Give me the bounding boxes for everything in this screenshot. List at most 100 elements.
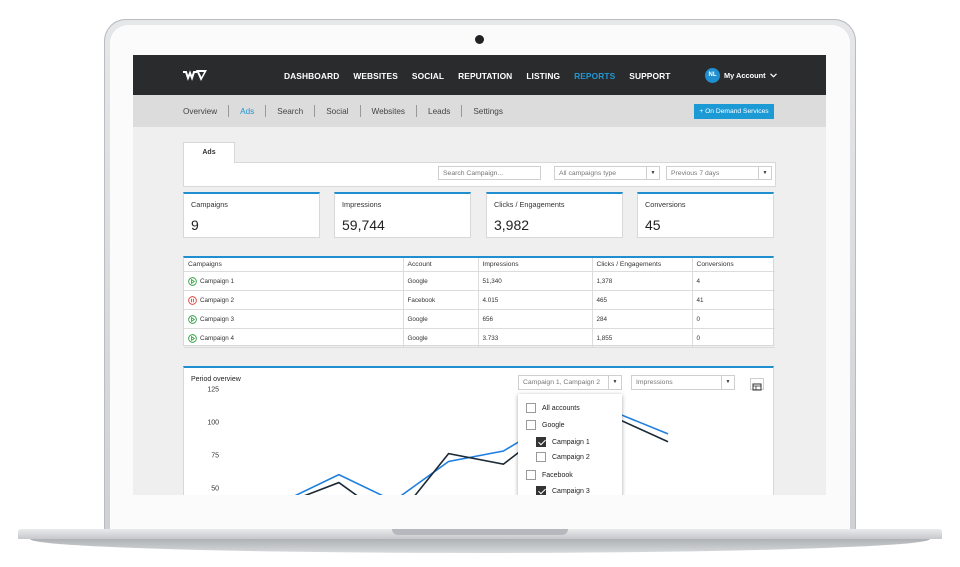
impressions-cell: 3.733 — [478, 328, 593, 348]
table-row[interactable]: Campaign 1 Google 51,340 1,378 4 — [184, 271, 775, 291]
kpi-card-conversions[interactable]: Conversions 45 — [637, 192, 774, 238]
subnav-item-social[interactable]: Social — [326, 106, 349, 116]
checkbox-checked[interactable] — [536, 437, 546, 447]
column-header-clicks[interactable]: Clicks / Engagements — [592, 258, 693, 272]
campaign-dropdown-panel: All accounts Google Campaign 1 Campaign … — [518, 394, 622, 495]
tab-ads[interactable]: Ads — [183, 142, 235, 163]
clicks-cell: 284 — [592, 309, 693, 329]
brand-logo-icon[interactable] — [183, 68, 207, 82]
campaign-name[interactable]: Campaign 3 — [200, 315, 234, 323]
pause-status-icon[interactable] — [188, 295, 197, 305]
account-cell: Google — [403, 271, 479, 291]
impressions-cell: 51,340 — [478, 271, 593, 291]
table-grid-icon — [752, 383, 762, 391]
caret-down-icon: ▼ — [721, 376, 734, 389]
table-row[interactable]: Campaign 2 Facebook 4.015 465 41 — [184, 290, 775, 310]
date-range-select[interactable]: Previous 7 days ▼ — [666, 166, 772, 180]
kpi-value: 45 — [645, 217, 661, 233]
play-status-icon[interactable] — [188, 333, 197, 343]
subnav-divider — [416, 105, 418, 117]
kpi-card-clicks[interactable]: Clicks / Engagements 3,982 — [486, 192, 623, 238]
checkbox[interactable] — [536, 452, 546, 462]
kpi-label: Conversions — [645, 200, 686, 209]
export-icon[interactable] — [750, 378, 764, 391]
nav-item-dashboard[interactable]: DASHBOARD — [284, 71, 340, 81]
kpi-card-campaigns[interactable]: Campaigns 9 — [183, 192, 320, 238]
dropdown-option-campaign-3[interactable]: Campaign 3 — [536, 485, 590, 495]
y-tick-label: 100 — [207, 420, 219, 427]
account-menu[interactable]: NL My Account — [705, 67, 777, 83]
subnav-divider — [314, 105, 316, 117]
subnav-item-overview[interactable]: Overview — [183, 106, 218, 116]
nav-item-websites[interactable]: WEBSITES — [353, 71, 398, 81]
kpi-card-impressions[interactable]: Impressions 59,744 — [334, 192, 471, 238]
search-campaign-input[interactable] — [438, 166, 541, 180]
dropdown-option-all-accounts[interactable]: All accounts — [526, 402, 580, 414]
campaign-type-value: All campaigns type — [559, 170, 617, 177]
caret-down-icon: ▼ — [646, 167, 659, 179]
checkbox[interactable] — [526, 403, 536, 413]
nav-item-reports[interactable]: REPORTS — [574, 71, 616, 81]
subnav-item-websites[interactable]: Websites — [371, 106, 406, 116]
nav-item-reputation[interactable]: REPUTATION — [458, 71, 513, 81]
table-row[interactable]: Campaign 4 Google 3.733 1,855 0 — [184, 328, 775, 348]
nav-item-listing[interactable]: LISTING — [526, 71, 561, 81]
dropdown-option-google[interactable]: Google — [526, 419, 565, 431]
table-header-row: Campaigns Account Impressions Clicks / E… — [184, 258, 775, 272]
checkbox[interactable] — [526, 470, 536, 480]
campaign-name[interactable]: Campaign 2 — [200, 296, 234, 304]
nav-item-support[interactable]: SUPPORT — [629, 71, 671, 81]
date-range-value: Previous 7 days — [671, 170, 720, 177]
subnav-item-leads[interactable]: Leads — [428, 106, 451, 116]
main-nav: DASHBOARD WEBSITES SOCIAL REPUTATION LIS… — [284, 55, 684, 95]
kpi-value: 59,744 — [342, 217, 385, 233]
y-tick-label: 50 — [211, 485, 219, 492]
column-header-conversions[interactable]: Conversions — [692, 258, 775, 272]
on-demand-services-button[interactable]: + On Demand Services — [694, 104, 774, 119]
nav-item-social[interactable]: SOCIAL — [411, 71, 445, 81]
play-status-icon[interactable] — [188, 314, 197, 324]
checkbox[interactable] — [526, 420, 536, 430]
column-header-impressions[interactable]: Impressions — [478, 258, 593, 272]
subnav-divider — [359, 105, 361, 117]
impressions-cell: 4.015 — [478, 290, 593, 310]
kpi-label: Campaigns — [191, 200, 228, 209]
metric-select[interactable]: Impressions ▼ — [631, 375, 735, 390]
account-cell: Google — [403, 328, 479, 348]
option-label: Google — [542, 421, 565, 429]
dropdown-option-facebook[interactable]: Facebook — [526, 469, 573, 481]
subnav-divider — [228, 105, 230, 117]
filter-bar: All campaigns type ▼ Previous 7 days ▼ — [183, 162, 776, 187]
account-cell: Facebook — [403, 290, 479, 310]
avatar: NL — [705, 67, 720, 83]
metric-select-value: Impressions — [636, 379, 673, 386]
campaign-multi-select[interactable]: Campaign 1, Campaign 2 ▼ — [518, 375, 622, 390]
play-status-icon[interactable] — [188, 276, 197, 286]
campaign-type-select[interactable]: All campaigns type ▼ — [554, 166, 660, 180]
subnav-item-search[interactable]: Search — [277, 106, 304, 116]
kpi-value: 3,982 — [494, 217, 530, 233]
subnav-item-ads[interactable]: Ads — [240, 106, 255, 116]
kpi-label: Clicks / Engagements — [494, 200, 565, 209]
column-header-account[interactable]: Account — [403, 258, 479, 272]
dropdown-option-campaign-2[interactable]: Campaign 2 — [536, 451, 590, 463]
campaign-cell: Campaign 4 — [184, 328, 404, 348]
dropdown-option-campaign-1[interactable]: Campaign 1 — [536, 436, 590, 448]
column-header-campaigns[interactable]: Campaigns — [184, 258, 404, 272]
chevron-down-icon — [769, 72, 777, 78]
option-label: Facebook — [542, 471, 573, 479]
campaign-name[interactable]: Campaign 1 — [200, 277, 234, 285]
period-overview-panel: 125 100 75 50 Period overview Campaign 1, C… — [183, 366, 774, 495]
clicks-cell: 1,855 — [592, 328, 693, 348]
subnav-item-settings[interactable]: Settings — [473, 106, 503, 116]
impressions-cell: 656 — [478, 309, 593, 329]
checkbox-checked[interactable] — [536, 486, 546, 495]
kpi-label: Impressions — [342, 200, 382, 209]
screen: DASHBOARD WEBSITES SOCIAL REPUTATION LIS… — [133, 55, 826, 495]
clicks-cell: 1,378 — [592, 271, 693, 291]
campaign-name[interactable]: Campaign 4 — [200, 334, 234, 342]
campaign-cell: Campaign 3 — [184, 309, 404, 329]
camera-icon — [475, 35, 484, 44]
table-row[interactable]: Campaign 3 Google 656 284 0 — [184, 309, 775, 329]
sub-navbar: Overview Ads Search Social Websites Lead… — [133, 95, 826, 127]
